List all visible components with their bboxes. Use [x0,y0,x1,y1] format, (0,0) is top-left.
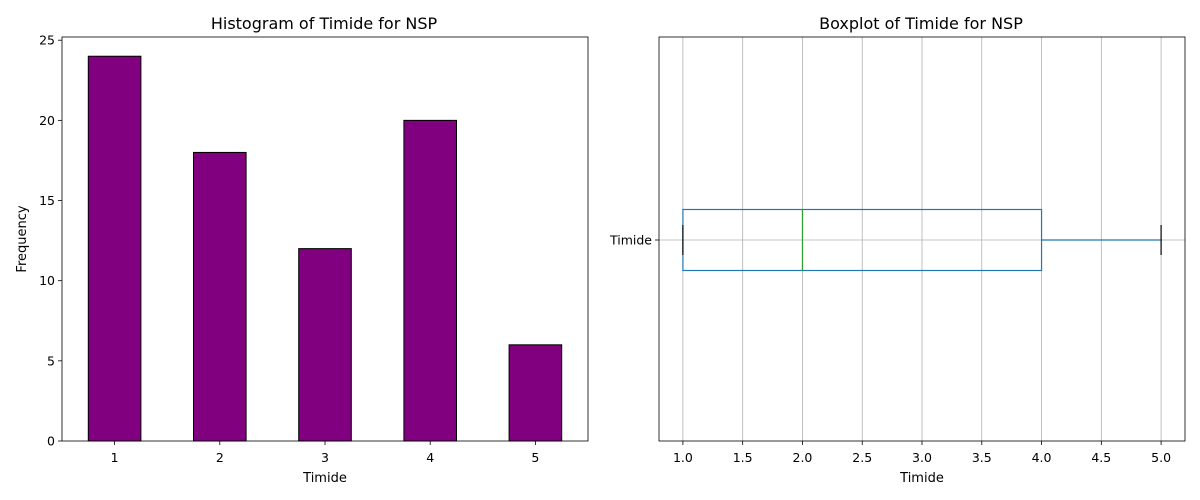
histogram-bar [298,248,352,442]
histogram-y-ticks: 0 5 10 15 20 25 [39,33,62,449]
histogram-x-axis-label: Timide [302,471,347,486]
boxplot-x-tick-label: 2.5 [852,450,872,465]
boxplot-title: Boxplot of Timide for NSP [819,14,1023,33]
boxplot-marks [682,208,1162,272]
histogram-plot-frame [61,36,589,442]
boxplot-x-tick-label: 2.0 [793,450,813,465]
boxplot-x-tick-label: 1.0 [673,450,693,465]
histogram-x-tick-label: 1 [111,450,119,465]
histogram-y-tick-label: 10 [39,273,55,288]
histogram-y-tick-label: 20 [39,113,55,128]
histogram-x-tick-label: 4 [426,450,434,465]
histogram-bar [87,55,142,442]
histogram-title: Histogram of Timide for NSP [211,14,438,33]
boxplot-x-tick-label: 3.0 [912,450,932,465]
histogram-y-tick-label: 15 [39,193,55,208]
boxplot-x-tick-label: 4.0 [1032,450,1052,465]
histogram-x-ticks: 1 2 3 4 5 [111,441,539,465]
histogram-y-tick-label: 5 [47,353,55,368]
histogram-y-tick-label: 0 [47,434,55,449]
boxplot-x-tick-label: 1.5 [733,450,753,465]
boxplot-x-axis-label: Timide [899,471,944,486]
histogram-x-tick-label: 5 [531,450,539,465]
histogram-bar [193,151,247,442]
boxplot-x-tick-label: 3.5 [972,450,992,465]
boxplot-y-categories: Timide [609,233,659,248]
histogram-y-tick-label: 25 [39,33,55,48]
histogram-bar [508,344,563,442]
boxplot-plot-frame [658,36,1186,442]
boxplot-x-ticks: 1.0 1.5 2.0 2.5 3.0 3.5 4.0 4.5 5.0 [673,441,1171,465]
boxplot-panel: Boxplot of Timide for NSP 1.0 1.5 2.0 2.5 3.… [609,14,1186,486]
histogram-x-tick-label: 3 [321,450,329,465]
boxplot-x-tick-label: 4.5 [1091,450,1111,465]
histogram-bar [403,119,457,442]
histogram-bars [87,55,563,442]
boxplot-grid [659,37,1185,441]
boxplot-x-tick-label: 5.0 [1151,450,1171,465]
boxplot-y-category-label: Timide [609,233,652,248]
histogram-x-tick-label: 2 [216,450,224,465]
histogram-y-axis-label: Frequency [15,205,30,272]
